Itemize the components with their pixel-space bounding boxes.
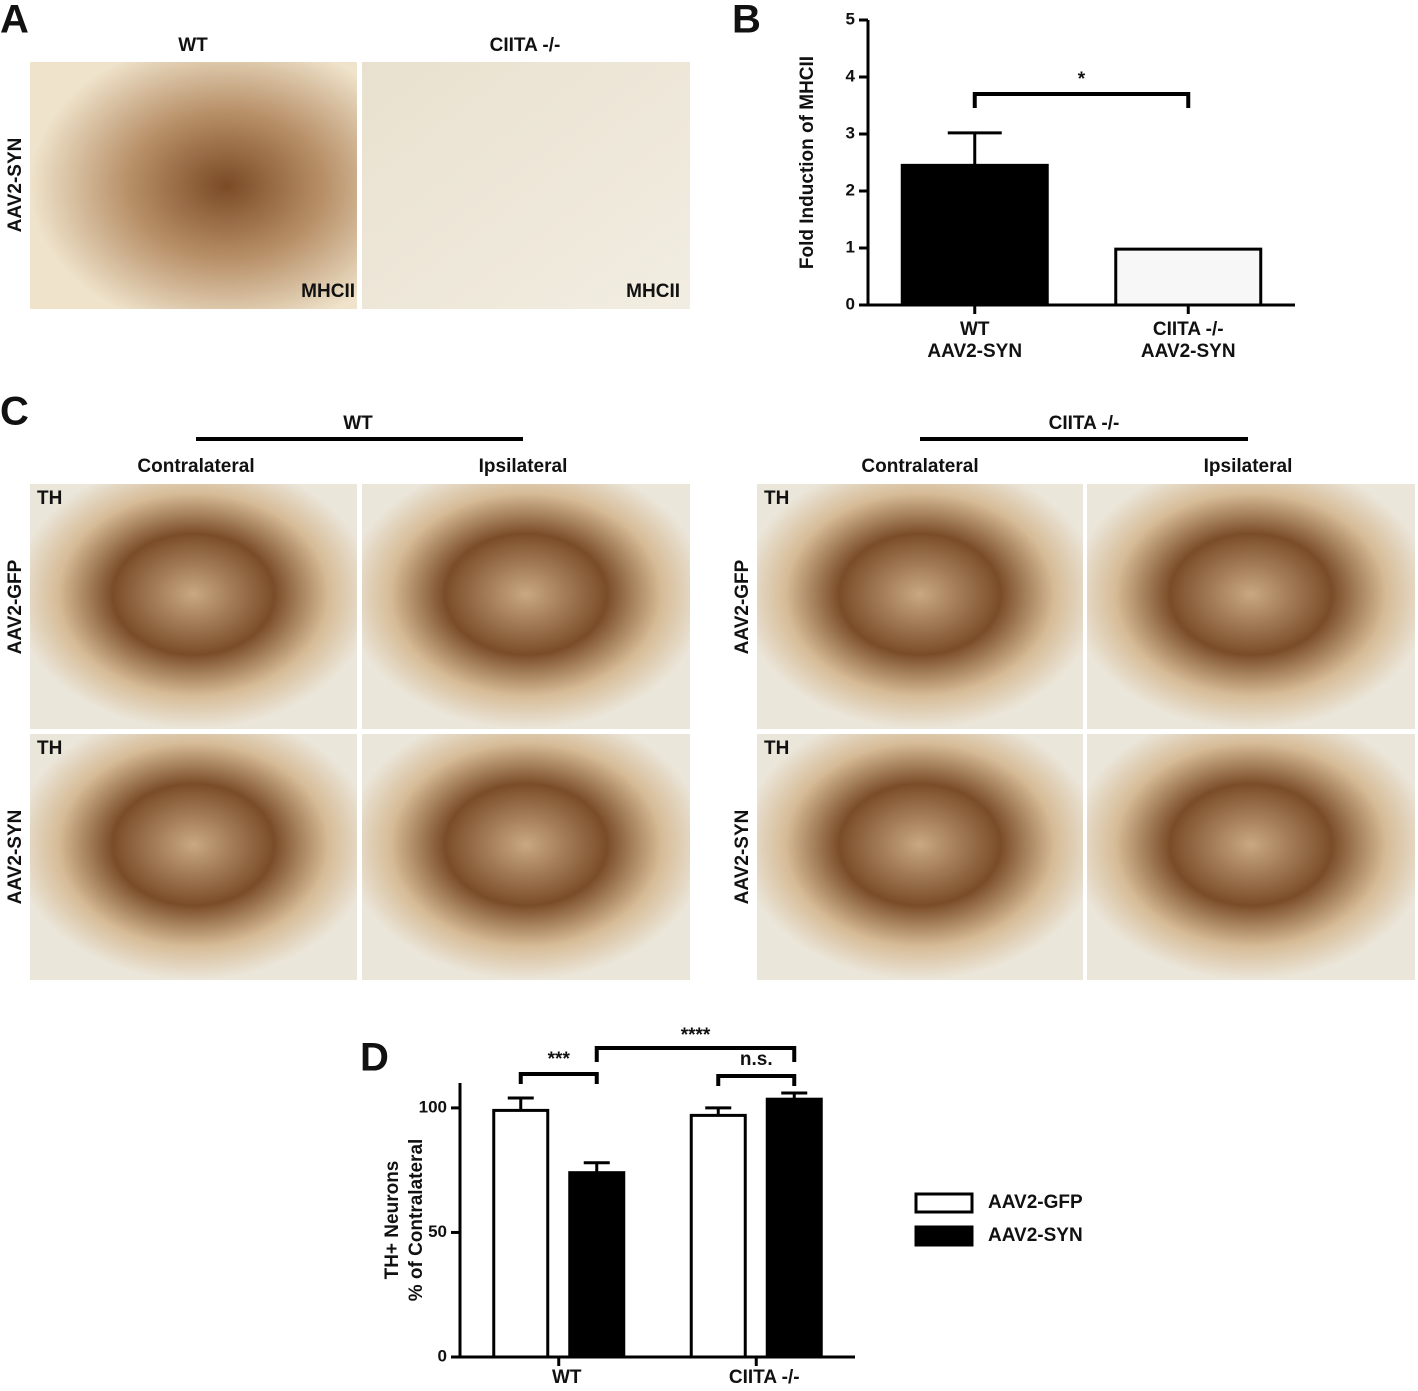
significance-label: **** bbox=[681, 1025, 711, 1046]
y-tick-label: 50 bbox=[428, 1222, 447, 1241]
y-tick-label: 100 bbox=[419, 1097, 447, 1116]
stain-label: MHCII bbox=[301, 281, 355, 302]
panel-label: D bbox=[360, 1036, 389, 1080]
x-tick-label: CIITA -/-AAV2-SYN bbox=[1141, 319, 1236, 362]
side-label: Contralateral bbox=[861, 456, 978, 477]
y-tick-label: 1 bbox=[846, 237, 855, 256]
micrograph bbox=[757, 734, 1083, 980]
legend-label: AAV2-SYN bbox=[988, 1225, 1083, 1246]
y-tick-label: 0 bbox=[846, 294, 855, 313]
micrograph bbox=[30, 484, 357, 729]
legend-swatch bbox=[914, 1192, 974, 1214]
legend-label: AAV2-GFP bbox=[988, 1192, 1083, 1213]
micrograph bbox=[1087, 484, 1415, 729]
x-tick-label: WT bbox=[552, 1367, 582, 1388]
significance-label: * bbox=[1078, 69, 1086, 90]
row-label: AAV2-GFP bbox=[5, 559, 26, 654]
stain-label: MHCII bbox=[626, 281, 680, 302]
bar bbox=[765, 1097, 823, 1359]
bar bbox=[689, 1113, 747, 1359]
significance-bracket bbox=[972, 92, 1191, 108]
row-label: AAV2-SYN bbox=[5, 810, 26, 905]
micrograph bbox=[757, 484, 1083, 729]
legend-swatch bbox=[914, 1225, 974, 1247]
stain-label: TH bbox=[764, 738, 789, 759]
panel-label: C bbox=[0, 390, 29, 434]
micrograph bbox=[362, 484, 690, 729]
micrograph bbox=[362, 62, 690, 309]
micrograph bbox=[1087, 734, 1415, 980]
x-tick-label: WT AAV2-SYN bbox=[927, 319, 1022, 362]
column-label: WT bbox=[178, 35, 208, 56]
group-label: CIITA -/- bbox=[1049, 413, 1120, 434]
row-label: AAV2-SYN bbox=[732, 810, 753, 905]
y-tick-label: 5 bbox=[846, 9, 855, 28]
significance-label: n.s. bbox=[740, 1049, 773, 1070]
group-label: WT bbox=[343, 413, 373, 434]
significance-bracket bbox=[594, 1046, 797, 1062]
bar bbox=[568, 1171, 626, 1359]
panel-label: B bbox=[732, 0, 761, 42]
y-tick-label: 4 bbox=[846, 66, 856, 85]
bar bbox=[1114, 247, 1263, 307]
row-label: AAV2-SYN bbox=[5, 138, 26, 233]
micrograph bbox=[30, 62, 357, 309]
y-tick-label: 3 bbox=[846, 123, 855, 142]
side-label: Ipsilateral bbox=[479, 456, 568, 477]
side-label: Contralateral bbox=[137, 456, 254, 477]
y-tick-label: 2 bbox=[846, 180, 855, 199]
y-axis-title: Fold Induction of MHCII bbox=[797, 56, 818, 269]
significance-bracket bbox=[518, 1072, 599, 1084]
significance-bracket bbox=[716, 1074, 797, 1086]
micrograph bbox=[362, 734, 690, 980]
row-label: AAV2-GFP bbox=[732, 559, 753, 654]
column-label: CIITA -/- bbox=[490, 35, 561, 56]
bar bbox=[492, 1108, 550, 1359]
panel-label: A bbox=[0, 0, 29, 42]
side-label: Ipsilateral bbox=[1204, 456, 1293, 477]
y-tick-label: 0 bbox=[438, 1346, 447, 1365]
x-tick-label: CIITA -/- bbox=[729, 1367, 800, 1388]
significance-label: *** bbox=[548, 1049, 571, 1070]
micrographs bbox=[30, 62, 1415, 980]
stain-label: TH bbox=[37, 488, 62, 509]
y-axis-title: TH+ Neurons% of Contralateral bbox=[382, 1139, 427, 1302]
stain-label: TH bbox=[764, 488, 789, 509]
stain-label: TH bbox=[37, 738, 62, 759]
bar bbox=[900, 163, 1049, 307]
micrograph bbox=[30, 734, 357, 980]
